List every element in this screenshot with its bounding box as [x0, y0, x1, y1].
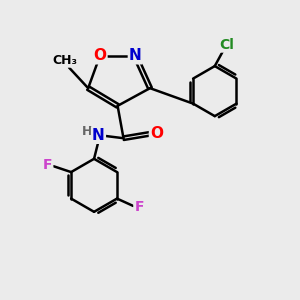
Text: O: O: [93, 48, 106, 63]
Text: Cl: Cl: [219, 38, 234, 52]
Text: F: F: [43, 158, 52, 172]
Text: N: N: [92, 128, 105, 143]
Text: F: F: [134, 200, 144, 214]
Text: O: O: [150, 126, 163, 141]
Text: H: H: [82, 125, 92, 138]
Text: CH₃: CH₃: [52, 54, 77, 67]
Text: N: N: [129, 48, 142, 63]
